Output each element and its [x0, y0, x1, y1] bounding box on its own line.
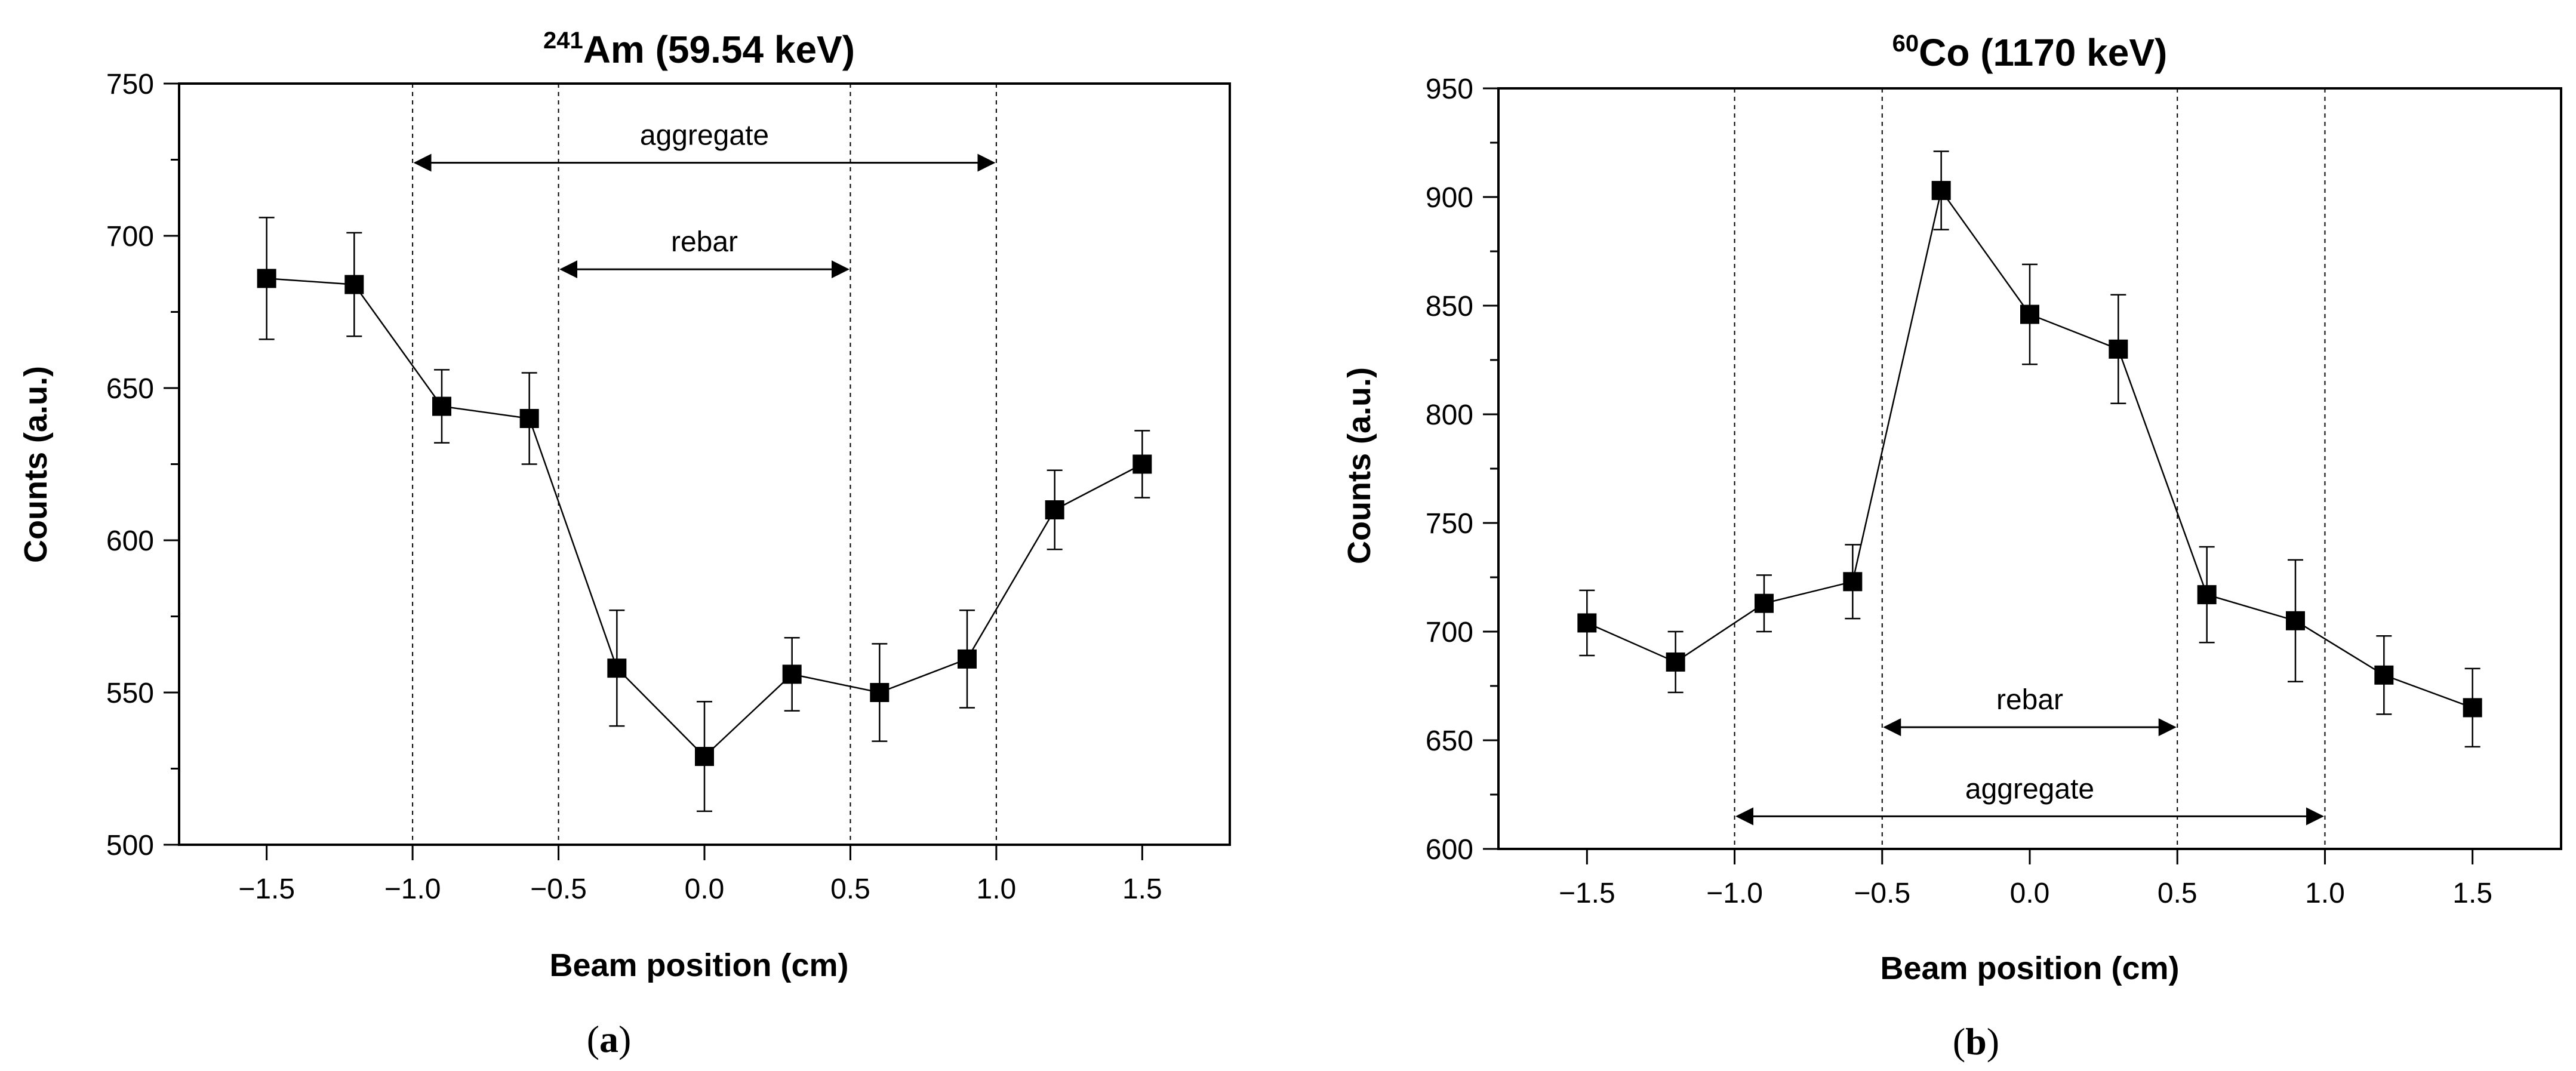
chart-a-panel-label: (a) — [587, 1018, 632, 1060]
chart-b-y-tick-label: 600 — [1426, 834, 1473, 866]
chart-b-data-point — [2286, 611, 2305, 630]
chart-b-y-tick-label: 650 — [1426, 725, 1473, 757]
chart-a-data-point — [607, 658, 627, 678]
chart-b-data-point — [2020, 304, 2039, 324]
chart-b-data-point — [1843, 572, 1863, 592]
chart-a-data-point — [1045, 500, 1064, 519]
chart-b-title-main: Co (1170 keV) — [1919, 31, 2167, 74]
chart-a-x-tick-label: −0.5 — [530, 873, 587, 905]
chart-b-data-point — [2463, 698, 2482, 718]
chart-a-y-tick-label: 700 — [106, 221, 154, 253]
chart-b-title: 60Co (1170 keV) — [1892, 30, 2168, 74]
chart-b-y-tick-label: 800 — [1426, 399, 1473, 431]
chart-b-data-point — [1931, 181, 1951, 201]
chart-b: 60Co (1170 keV) −1.5 −1.0 −0.5 0.0 0.5 1.0 1.5… — [1341, 30, 2562, 1063]
chart-b-data-point — [1666, 652, 1685, 672]
chart-a-x-tick-label: 0.5 — [830, 873, 870, 905]
chart-a-data-point — [958, 649, 977, 669]
chart-a-title-sup: 241 — [543, 27, 583, 54]
chart-b-data-point — [1755, 593, 1774, 613]
chart-b-panel-label: (b) — [1953, 1020, 1999, 1063]
chart-b-rebar-label: rebar — [1996, 684, 2063, 716]
chart-b-data-point — [2197, 585, 2217, 605]
chart-b-ylabel: Counts (a.u.) — [1341, 367, 1377, 564]
chart-a-xlabel: Beam position (cm) — [549, 947, 848, 983]
chart-b-panel-letter: b — [1965, 1020, 1987, 1063]
chart-a-title-main: Am (59.54 keV) — [583, 28, 855, 71]
chart-a-data-point — [432, 396, 451, 416]
chart-a-x-tick-label: 1.5 — [1122, 873, 1162, 905]
chart-a-x-tick-label: 0.0 — [685, 873, 725, 905]
chart-a: 241Am (59.54 keV) −1.5 −1.0 −0.5 0.0 0.5 1.0 1… — [18, 27, 1231, 1060]
chart-a-aggregate-label: aggregate — [640, 120, 769, 152]
chart-a-title: 241Am (59.54 keV) — [543, 27, 855, 71]
chart-b-plot-frame — [1497, 87, 2562, 850]
chart-b-x-tick-label: −1.0 — [1706, 878, 1763, 909]
chart-a-data-point — [257, 269, 276, 288]
chart-a-ylabel: Counts (a.u.) — [18, 366, 54, 563]
chart-b-title-sup: 60 — [1892, 30, 1919, 57]
chart-b-y-tick-label: 950 — [1426, 73, 1473, 105]
chart-b-aggregate-label: aggregate — [1965, 773, 2094, 805]
chart-b-y-tick-label: 750 — [1426, 508, 1473, 540]
chart-b-x-tick-label: 0.0 — [2010, 878, 2050, 909]
chart-b-y-tick-label: 850 — [1426, 291, 1473, 322]
chart-b-x-tick-label: 1.5 — [2452, 878, 2492, 909]
chart-a-data-point — [519, 409, 539, 428]
chart-a-data-point — [870, 683, 890, 702]
chart-b-data-point — [1577, 613, 1597, 633]
chart-a-y-tick-label: 750 — [106, 69, 154, 100]
chart-a-x-tick-label: −1.5 — [238, 873, 295, 905]
chart-a-y-tick-label: 550 — [106, 678, 154, 709]
chart-b-x-tick-label: −1.5 — [1559, 878, 1615, 909]
chart-a-data-point — [344, 275, 364, 294]
chart-a-series-line — [266, 278, 1143, 758]
chart-a-panel-letter: a — [599, 1018, 618, 1060]
chart-b-xlabel: Beam position (cm) — [1880, 950, 2179, 986]
chart-a-y-tick-label: 600 — [106, 525, 154, 557]
chart-b-y-tick-label: 900 — [1426, 182, 1473, 214]
chart-a-y-tick-label: 500 — [106, 830, 154, 861]
chart-a-data-point — [782, 664, 802, 684]
chart-b-x-tick-label: 1.0 — [2305, 878, 2345, 909]
chart-b-x-tick-label: 0.5 — [2158, 878, 2198, 909]
chart-b-x-tick-label: −0.5 — [1854, 878, 1910, 909]
chart-a-rebar-label: rebar — [671, 226, 738, 258]
chart-a-data-point — [695, 747, 714, 767]
chart-a-data-point — [1132, 454, 1152, 474]
chart-b-y-tick-label: 700 — [1426, 617, 1473, 648]
chart-a-y-tick-label: 650 — [106, 373, 154, 405]
chart-a-x-tick-label: −1.0 — [384, 873, 441, 905]
chart-a-x-tick-label: 1.0 — [977, 873, 1017, 905]
chart-b-data-point — [2374, 665, 2394, 685]
chart-b-data-point — [2109, 339, 2128, 359]
